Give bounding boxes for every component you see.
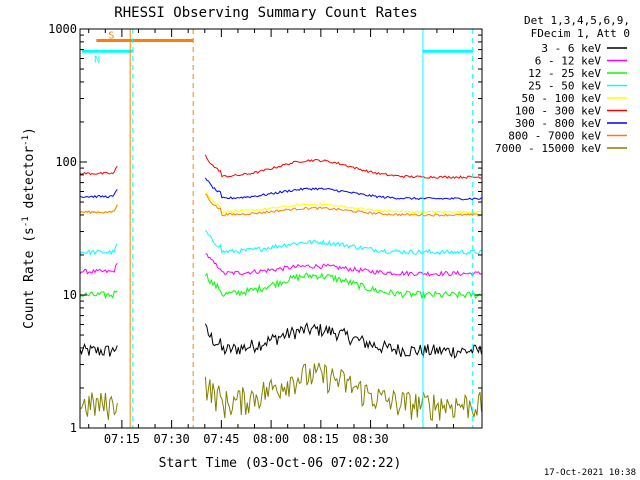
- x-tick-label: 07:30: [154, 432, 190, 446]
- plot-frame: [79, 28, 483, 429]
- series-line-8-before: [79, 204, 118, 215]
- series-line-4-after: [205, 230, 482, 256]
- y-tick-label: 100: [55, 155, 77, 169]
- legend-label: 12 - 25 keV: [528, 67, 601, 80]
- legend-label: 25 - 50 keV: [528, 80, 601, 93]
- y-axis-label: Count Rate (s-1 detector-1): [21, 127, 37, 329]
- x-tick-label: 08:00: [253, 432, 289, 446]
- y-tick-label: 1000: [48, 22, 77, 36]
- plot-area: SN: [79, 29, 482, 428]
- legend-label: 6 - 12 keV: [535, 55, 602, 68]
- legend-header-line: FDecim 1, Att 0: [531, 27, 630, 40]
- y-tick-label: 10: [63, 288, 77, 302]
- footer-timestamp: 17-Oct-2021 10:38: [544, 468, 636, 478]
- x-tick-label: 08:15: [303, 432, 339, 446]
- legend: Det 1,3,4,5,6,9,FDecim 1, Att 0 3 - 6 keV…: [495, 14, 630, 155]
- flag-label-S: S: [108, 30, 114, 41]
- flag-label-N: N: [94, 54, 100, 65]
- legend-label: 100 - 300 keV: [515, 105, 601, 118]
- series-line-5-after: [204, 191, 482, 215]
- axes: 1 10 100 1000 07:15 07:30 07:45 08:00 08:15 08:30: [48, 22, 483, 446]
- x-tick-label: 07:45: [203, 432, 239, 446]
- series-line-4-before: [79, 243, 118, 256]
- series-line-2-after: [205, 253, 482, 277]
- series-line-9-after: [204, 362, 482, 421]
- y-tick-label: 1: [70, 421, 77, 435]
- legend-label: 50 - 100 keV: [522, 92, 602, 105]
- legend-label: 3 - 6 keV: [541, 42, 601, 55]
- series-line-2-before: [79, 262, 118, 275]
- series-line-7-after: [204, 177, 482, 201]
- x-tick-label: 08:30: [353, 432, 389, 446]
- legend-header-line: Det 1,3,4,5,6,9,: [524, 14, 630, 27]
- series-line-1-after: [204, 321, 482, 359]
- chart-title: RHESSI Observing Summary Count Rates: [114, 5, 417, 21]
- series-line-1-before: [79, 342, 118, 357]
- series-line-3-after: [204, 272, 482, 300]
- series-line-8-after: [205, 193, 482, 217]
- legend-label: 800 - 7000 keV: [508, 130, 601, 143]
- series-line-3-before: [79, 290, 118, 300]
- series-line-7-before: [79, 189, 118, 199]
- series-line-9-before: [79, 392, 118, 420]
- series-line-6-before: [79, 165, 118, 176]
- legend-label: 300 - 800 keV: [515, 117, 601, 130]
- series-line-6-after: [204, 154, 482, 179]
- x-tick-label: 07:15: [104, 432, 140, 446]
- x-axis-label: Start Time (03-Oct-06 07:02:22): [159, 456, 402, 471]
- legend-label: 7000 - 15000 keV: [495, 142, 601, 155]
